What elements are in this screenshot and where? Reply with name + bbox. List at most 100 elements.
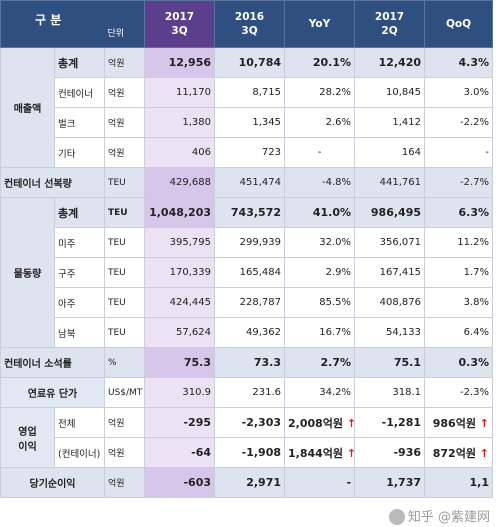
cell-yoy: - — [284, 467, 356, 498]
cell-qoq: 3.0% — [424, 77, 494, 108]
up-arrow-icon: ↑ — [479, 446, 490, 460]
cell-2016-3q: -2,303 — [214, 407, 286, 438]
cell-2017-2q: 164 — [354, 137, 426, 168]
cell-yoy: 2.6% — [284, 107, 356, 138]
row-label: 총계 — [54, 197, 105, 228]
cell-2017-2q: 1,737 — [354, 467, 426, 498]
cell-2016-3q: 228,787 — [214, 287, 286, 318]
cell-yoy: 1,844억원 ↑ — [284, 437, 356, 468]
cell-qoq: 1.7% — [424, 257, 494, 288]
table-row: 컨테이너 선복량 TEU 429,688 451,474 -4.8% 441,7… — [0, 167, 494, 198]
cell-qoq: - — [424, 137, 494, 168]
table-row: 당기순이익 억원 -603 2,971 - 1,737 1,1 — [0, 467, 494, 498]
cell-yoy: 41.0% — [284, 197, 356, 228]
cell-2017-2q: 356,071 — [354, 227, 426, 258]
table-row: 영업 이익 전체 억원 -295 -2,303 2,008억원 ↑ -1,281… — [0, 407, 494, 468]
cell-2016-3q: 451,474 — [214, 167, 286, 198]
cell-yoy: 34.2% — [284, 377, 356, 408]
group-volume: 물동량 — [0, 197, 55, 348]
table-row: 매출액 총계 억원 12,956 10,784 20.1% 12,420 4.3… — [0, 47, 494, 168]
cell-2017-2q: 167,415 — [354, 257, 426, 288]
cell-2016-3q: 299,939 — [214, 227, 286, 258]
row-unit: TEU — [103, 287, 146, 318]
group-container-ship: 컨테이너 선복량 — [0, 167, 105, 198]
cell-yoy: 2.7% — [284, 347, 356, 378]
table-row: 컨테이너 소석률 % 75.3 73.3 2.7% 75.1 0.3% — [0, 347, 494, 378]
row-unit: US$/MT — [103, 377, 146, 408]
row-unit: 억원 — [103, 77, 146, 108]
cell-2017-2q: -1,281 — [354, 407, 426, 438]
cell-2017-2q: 986,495 — [354, 197, 426, 228]
cell-2017-3q: 395,795 — [144, 227, 216, 258]
header-2017-2q: 2017 2Q — [354, 0, 426, 48]
cell-2017-3q: 170,339 — [144, 257, 216, 288]
cell-2017-3q: 424,445 — [144, 287, 216, 318]
cell-yoy: 28.2% — [284, 77, 356, 108]
cell-2017-3q: 310.9 — [144, 377, 216, 408]
row-unit: 억원 — [103, 467, 146, 498]
row-unit: TEU — [103, 317, 146, 348]
cell-qoq: 872억원 ↑ — [424, 437, 494, 468]
header-qoq: QoQ — [424, 0, 494, 48]
cell-qoq: 11.2% — [424, 227, 494, 258]
table-row: 아주 TEU 424,445 228,787 85.5% 408,876 3.8… — [1, 287, 494, 318]
row-unit: % — [103, 347, 146, 378]
cell-2017-2q: 54,133 — [354, 317, 426, 348]
group-sales: 매출액 — [0, 47, 55, 168]
table-row: (컨테이너) 억원 -64 -1,908 1,844억원 ↑ -936 872억… — [1, 437, 494, 468]
row-label: 기타 — [54, 137, 105, 168]
quarterly-results-table: 구 분 단위 2017 3Q 2016 3Q YoY 2017 2Q QoQ 매… — [0, 0, 494, 498]
cell-yoy: 20.1% — [284, 47, 356, 78]
table-row: 연료유 단가 US$/MT 310.9 231.6 34.2% 318.1 -2… — [0, 377, 494, 408]
header-gubun-label: 구 분 — [35, 13, 62, 27]
row-label: 벌크 — [54, 107, 105, 138]
table-row: 벌크 억원 1,380 1,345 2.6% 1,412 -2.2% — [1, 107, 494, 138]
cell-2016-3q: 165,484 — [214, 257, 286, 288]
up-arrow-icon: ↑ — [347, 447, 354, 460]
cell-qoq: -2.7% — [424, 167, 494, 198]
cell-2016-3q: 743,572 — [214, 197, 286, 228]
row-label: 구주 — [54, 257, 105, 288]
cell-qoq: 1,1 — [424, 467, 494, 498]
up-arrow-icon: ↑ — [479, 416, 490, 430]
header-2016-3q: 2016 3Q — [214, 0, 286, 48]
cell-2016-3q: 231.6 — [214, 377, 286, 408]
table-row: 물동량 총계 TEU 1,048,203 743,572 41.0% 986,4… — [0, 197, 494, 348]
cell-qoq: -2.2% — [424, 107, 494, 138]
cell-2017-2q: 1,412 — [354, 107, 426, 138]
cell-2017-2q: 75.1 — [354, 347, 426, 378]
row-label: 아주 — [54, 287, 105, 318]
header-row: 구 분 단위 2017 3Q 2016 3Q YoY 2017 2Q QoQ — [0, 0, 494, 48]
cell-2016-3q: 73.3 — [214, 347, 286, 378]
row-unit: TEU — [103, 227, 146, 258]
cell-2017-3q: 75.3 — [144, 347, 216, 378]
cell-yoy: -4.8% — [284, 167, 356, 198]
row-unit: TEU — [103, 167, 146, 198]
row-unit: 억원 — [103, 407, 146, 438]
cell-2016-3q: -1,908 — [214, 437, 286, 468]
cell-qoq: 3.8% — [424, 287, 494, 318]
cell-qoq: 0.3% — [424, 347, 494, 378]
header-category: 구 분 단위 — [0, 0, 146, 48]
row-label: 컨테이너 — [54, 77, 105, 108]
group-net-income: 당기순이익 — [0, 467, 105, 498]
cell-2017-2q: 441,761 — [354, 167, 426, 198]
table-row: 구주 TEU 170,339 165,484 2.9% 167,415 1.7% — [1, 257, 494, 288]
cell-2017-2q: 10,845 — [354, 77, 426, 108]
cell-2017-3q: -64 — [144, 437, 216, 468]
row-label: 남북 — [54, 317, 105, 348]
group-fuel-price: 연료유 단가 — [0, 377, 105, 408]
cell-2016-3q: 2,971 — [214, 467, 286, 498]
cell-2016-3q: 723 — [214, 137, 286, 168]
cell-2017-2q: 12,420 — [354, 47, 426, 78]
cell-qoq: 986억원 ↑ — [424, 407, 494, 438]
cell-yoy: 85.5% — [284, 287, 356, 318]
cell-2017-3q: 1,380 — [144, 107, 216, 138]
cell-2017-3q: 1,048,203 — [144, 197, 216, 228]
row-unit: 억원 — [103, 137, 146, 168]
table-row: 컨테이너 억원 11,170 8,715 28.2% 10,845 3.0% — [1, 77, 494, 108]
table-row: 미주 TEU 395,795 299,939 32.0% 356,071 11.… — [1, 227, 494, 258]
watermark-logo-icon — [388, 509, 405, 525]
cell-2017-3q: -295 — [144, 407, 216, 438]
cell-2017-3q: -603 — [144, 467, 216, 498]
